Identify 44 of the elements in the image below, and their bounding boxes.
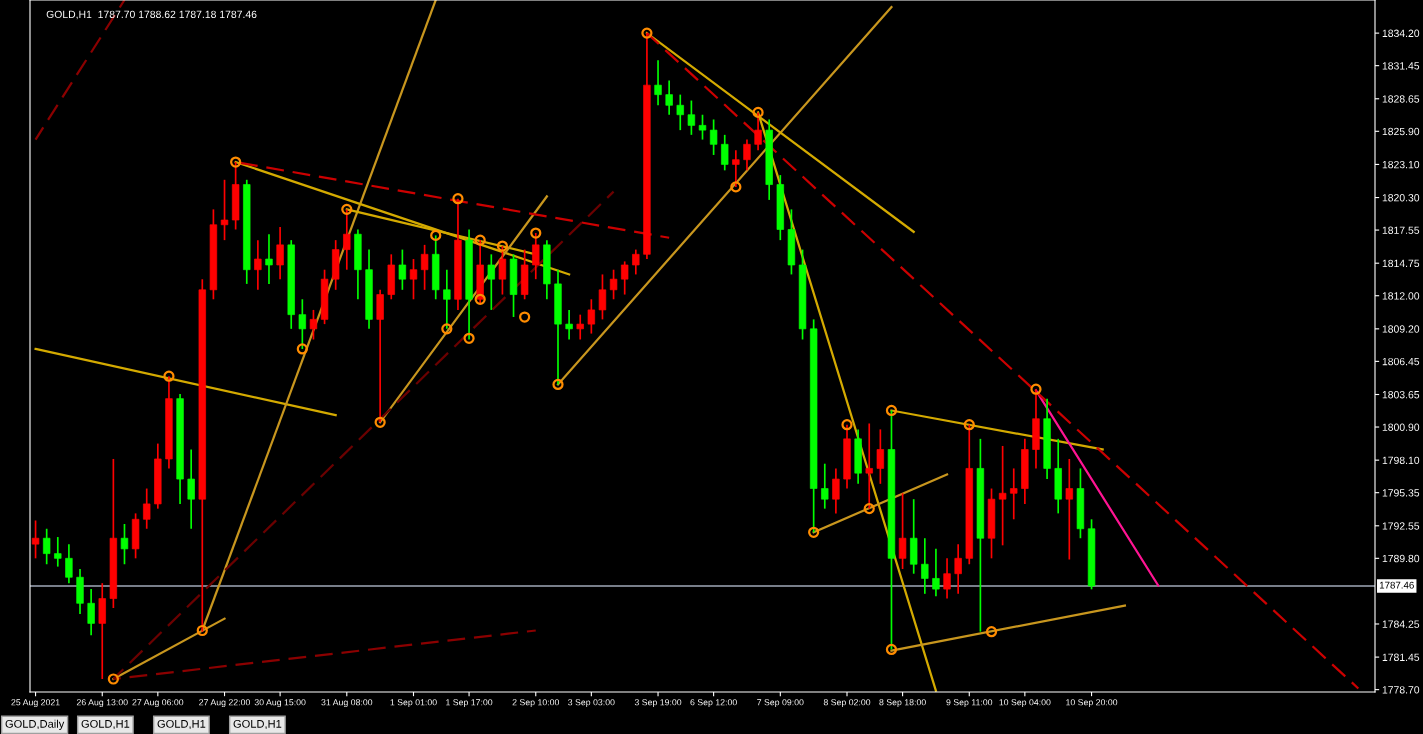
x-tick-label: 27 Aug 22:00 xyxy=(199,699,250,708)
y-tick-label: 1800.90 xyxy=(1382,423,1420,431)
x-tick-label: 25 Aug 2021 xyxy=(11,699,60,708)
y-tick-label: 1828.65 xyxy=(1382,95,1420,103)
x-tick-label: 10 Sep 04:00 xyxy=(999,699,1051,708)
x-tick-label: 2 Sep 10:00 xyxy=(512,699,560,708)
y-tick-label: 1814.75 xyxy=(1382,259,1420,268)
x-tick-label: 9 Sep 11:00 xyxy=(946,699,993,708)
y-tick-label: 1823.10 xyxy=(1382,160,1420,169)
y-tick-label: 1781.45 xyxy=(1382,653,1420,661)
x-tick-label: 8 Sep 02:00 xyxy=(823,699,871,708)
y-tick-label: 1803.65 xyxy=(1382,391,1420,399)
y-tick-label: 1792.55 xyxy=(1382,522,1420,530)
y-tick-label: 1778.70 xyxy=(1382,686,1420,694)
y-tick-label: 1812.00 xyxy=(1382,292,1420,300)
x-tick-label: 7 Sep 09:00 xyxy=(757,699,804,708)
annotation: GOLD,H1 1787.70 1788.62 1787.18 1787.46 xyxy=(46,10,257,20)
y-tick-label: 1806.45 xyxy=(1382,357,1420,366)
text: GOLD,H1 xyxy=(81,719,130,730)
x-tick-label: 3 Sep 19:00 xyxy=(634,699,682,708)
x-tick-label: 1 Sep 01:00 xyxy=(390,699,437,708)
x-tick-label: 31 Aug 08:00 xyxy=(321,699,373,708)
x-tick-label: 10 Sep 20:00 xyxy=(1066,699,1118,708)
y-tick-label: 1784.25 xyxy=(1382,620,1420,628)
x-tick-label: 1 Sep 17:00 xyxy=(446,699,493,708)
text: GOLD,H1 xyxy=(233,719,282,730)
ref-line-label: 1787.46 xyxy=(1379,581,1414,589)
y-tick-label: 1809.20 xyxy=(1382,325,1420,333)
x-tick-label: 6 Sep 12:00 xyxy=(690,699,737,708)
x-tick-label: 27 Aug 06:00 xyxy=(132,699,184,708)
x-tick-label: 26 Aug 13:00 xyxy=(76,699,128,708)
x-tick-label: 3 Sep 03:00 xyxy=(568,699,615,708)
text: GOLD,Daily xyxy=(5,719,65,730)
y-tick-label: 1825.90 xyxy=(1382,127,1420,136)
y-tick-label: 1798.10 xyxy=(1382,456,1420,465)
x-tick-label: 8 Sep 18:00 xyxy=(879,699,926,708)
y-tick-label: 1795.35 xyxy=(1382,489,1420,497)
y-tick-label: 1817.55 xyxy=(1382,226,1420,234)
text: GOLD,H1 xyxy=(157,719,206,730)
y-tick-label: 1834.20 xyxy=(1382,29,1420,37)
y-tick-label: 1831.45 xyxy=(1382,62,1420,70)
y-tick-label: 1789.80 xyxy=(1382,554,1420,563)
y-tick-label: 1820.30 xyxy=(1382,194,1420,202)
x-tick-label: 30 Aug 15:00 xyxy=(254,699,306,708)
